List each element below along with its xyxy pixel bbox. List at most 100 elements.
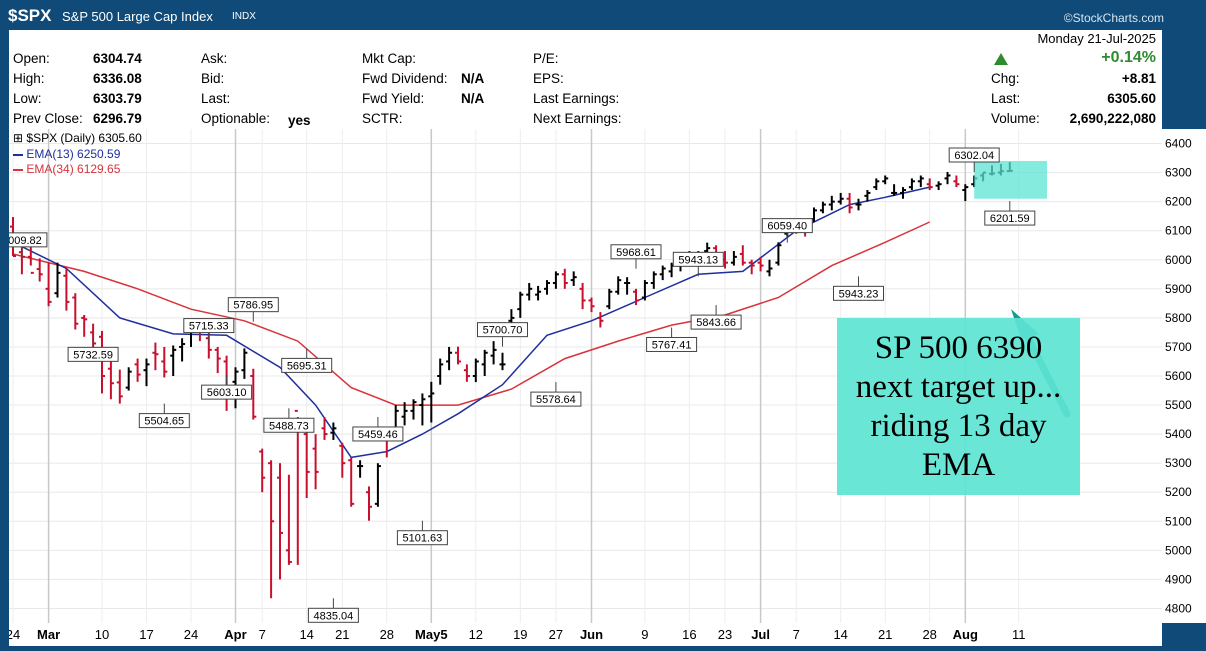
ohlc-bar: [926, 178, 933, 191]
ohlc-bar: [739, 245, 746, 266]
ohlc-bar: [837, 192, 844, 205]
callout-box: [610, 244, 662, 260]
ohlc-bar: [63, 268, 70, 311]
ohlc-bar: [285, 474, 292, 565]
brand-label: ©StockCharts.com: [1063, 11, 1164, 25]
callout-box: [183, 318, 235, 334]
fwd-yield-label: Fwd Yield:: [362, 91, 425, 106]
price-callout: 5700.70: [477, 322, 528, 347]
ohlc-bar: [953, 175, 960, 188]
ohlc-bar: [659, 265, 666, 281]
open-label: Open:: [13, 51, 50, 66]
ohlc-bar: [526, 283, 533, 301]
callout-box: [307, 607, 359, 623]
ohlc-bar: [321, 416, 328, 440]
x-tick-label: 16: [682, 627, 696, 642]
ohlc-bar: [303, 428, 310, 499]
ohlc-bar: [499, 352, 506, 371]
ticker-symbol: $SPX: [8, 6, 52, 25]
ohlc-bar: [882, 175, 889, 185]
x-tick-label: 24: [9, 627, 20, 642]
callout-value: 5786.95: [233, 300, 273, 312]
prev-close-value: 6296.79: [93, 111, 142, 126]
callout-value: 5488.73: [269, 420, 309, 432]
fwd-dividend-value: N/A: [461, 71, 485, 86]
callout-value: 5715.33: [189, 321, 229, 333]
y-tick-label: 5100: [1165, 514, 1192, 528]
high-label: High:: [13, 71, 45, 86]
callout-box: [9, 232, 48, 248]
callout-value: 5943.13: [678, 254, 718, 266]
ohlc-bar: [99, 330, 105, 394]
ohlc-bar: [935, 181, 942, 191]
x-axis: 24 Mar 10 17 24 Apr 7 14 21 28 May5 12 19 27 Jun 9 16 23 J…: [6, 623, 1162, 646]
y-axis: 4800 4900 5000 5100 5200 5300 5400 5500 5600 5700…: [1162, 129, 1206, 623]
ohlc-bar: [766, 259, 773, 277]
x-tick-label: Apr: [224, 627, 246, 642]
annotation-line-2: next target up...: [855, 368, 1062, 405]
chg-value: +8.81: [1121, 71, 1156, 86]
ohlc-bar: [490, 341, 497, 365]
callout-box: [833, 285, 884, 301]
callout-value: 6302.04: [954, 150, 994, 162]
open-value: 6304.74: [93, 51, 142, 66]
high-value: 6336.08: [93, 71, 142, 86]
y-tick-label: 5000: [1165, 543, 1192, 557]
ohlc-bar: [624, 277, 631, 295]
title-bar: $SPX S&P 500 Large Cap Index INDX ©Stock…: [0, 0, 1206, 32]
y-tick-label: 5800: [1165, 311, 1192, 325]
price-callout: 6059.40: [761, 218, 813, 243]
ohlc-bar: [125, 367, 132, 391]
ohlc-bar: [552, 271, 559, 289]
ohlc-chart: 6009.82 5732.59 5504.65 5715.33 5603.10 5786.…: [9, 129, 1162, 623]
ohlc-bar: [855, 198, 862, 211]
chart-bar-icon: ⊞: [13, 131, 27, 145]
callout-box: [67, 346, 119, 362]
x-tick-label: 28: [380, 627, 394, 642]
ohlc-bar: [401, 402, 408, 426]
ohlc-bar: [250, 368, 257, 420]
ohlc-bar: [561, 268, 568, 289]
ohlc-bar: [116, 369, 123, 404]
callout-box: [138, 413, 190, 429]
ohlc-bar: [900, 187, 906, 199]
callout-box: [477, 322, 528, 338]
x-tick-label: 21: [878, 627, 892, 642]
ohlc-bar: [170, 345, 177, 376]
ohlc-bar: [873, 178, 880, 191]
ohlc-bar: [544, 280, 550, 295]
annotation-line-3: riding 13 day: [870, 407, 1047, 444]
ohlc-bar: [481, 349, 488, 376]
ohlc-bar: [846, 192, 853, 214]
ohlc-bar: [330, 422, 337, 440]
volume-value: 2,690,222,080: [1069, 111, 1156, 126]
optionable-label: Optionable:: [201, 111, 271, 126]
last-price-label: Last:: [991, 91, 1021, 106]
ohlc-bar: [214, 346, 221, 374]
ohlc-bar: [517, 291, 524, 318]
ohlc-bar: [81, 314, 88, 337]
sctr-label: SCTR:: [362, 111, 403, 126]
y-tick-label: 5700: [1165, 340, 1192, 354]
ohlc-bar: [428, 381, 435, 423]
callout-box: [396, 530, 448, 546]
ohlc-bar: [472, 358, 479, 383]
legend-price: ⊞ $SPX (Daily) 6305.60: [13, 131, 142, 145]
ohlc-bar: [107, 361, 114, 400]
ema34-swatch: [13, 168, 23, 171]
legend-ema13: EMA(13) 6250.59: [13, 147, 120, 161]
x-tick-label: 14: [299, 627, 313, 642]
ohlc-bar: [864, 190, 871, 202]
callout-box: [690, 314, 742, 330]
ohlc-bar: [348, 457, 355, 507]
price-callout: 5488.73: [263, 408, 315, 433]
callout-value: 6201.59: [990, 213, 1030, 225]
ohlc-bar: [241, 348, 248, 379]
next-earnings-label: Next Earnings:: [533, 111, 622, 126]
y-tick-label: 5900: [1165, 282, 1192, 296]
annotation-text: SP 500 6390 next target up... riding 13 …: [837, 318, 1080, 495]
price-callout: 5786.95: [227, 297, 279, 322]
last-price-value: 6305.60: [1107, 91, 1156, 106]
ask-label: Ask:: [201, 51, 228, 66]
